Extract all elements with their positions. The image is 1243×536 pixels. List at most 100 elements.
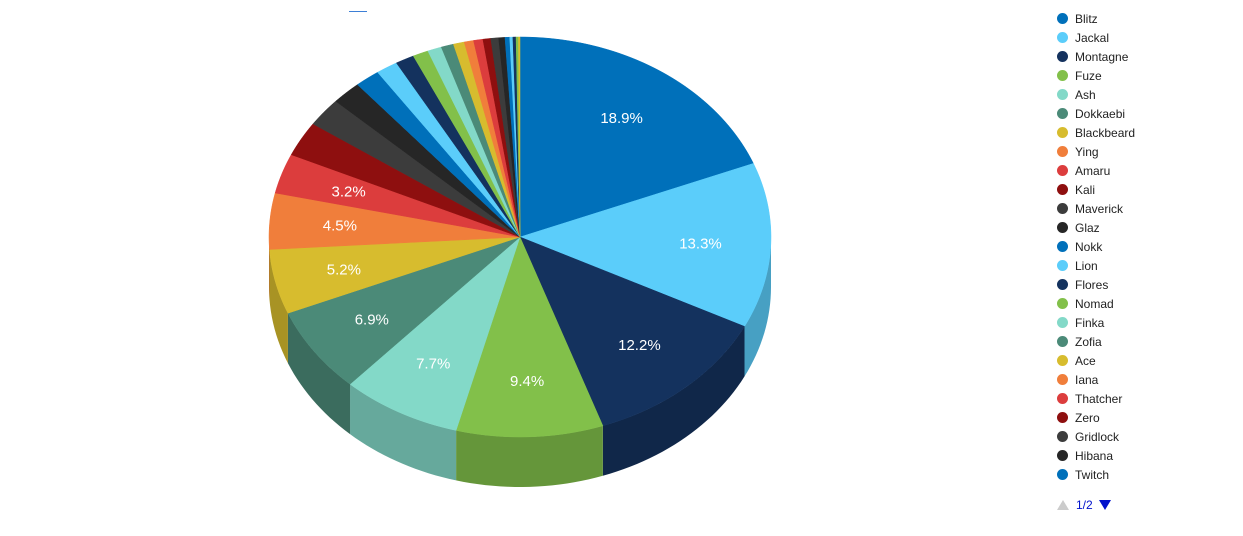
- legend-item[interactable]: Montagne: [1057, 47, 1237, 66]
- legend-item[interactable]: Blitz: [1057, 9, 1237, 28]
- pie-slice[interactable]: [518, 36, 521, 238]
- pie-chart: 18.9% 13.3% 12.2% 9.4% 7.7% 6.9% 5.2% 4.5% 3.2%: [268, 36, 772, 487]
- pie-data-label: 4.5%: [323, 218, 357, 235]
- legend-item[interactable]: Iana: [1057, 370, 1237, 389]
- legend-swatch: [1057, 317, 1068, 328]
- legend-label: Hibana: [1075, 448, 1114, 463]
- pie-slice-side: [602, 326, 745, 476]
- legend-item[interactable]: Hibana: [1057, 446, 1237, 465]
- pie-slice[interactable]: [269, 236, 521, 314]
- legend-item[interactable]: Dokkaebi: [1057, 104, 1237, 123]
- legend-swatch: [1057, 184, 1068, 195]
- legend-label: Ace: [1075, 353, 1096, 368]
- legend-item[interactable]: Nomad: [1057, 294, 1237, 313]
- legend-swatch: [1057, 336, 1068, 347]
- legend-item[interactable]: Blackbeard: [1057, 123, 1237, 142]
- pie-slice[interactable]: [335, 84, 521, 238]
- legend-item[interactable]: Nokk: [1057, 237, 1237, 256]
- pie-data-label: 9.4%: [510, 373, 544, 390]
- legend-item[interactable]: Glaz: [1057, 218, 1237, 237]
- pie-depth-sides: [269, 237, 771, 487]
- legend-swatch: [1057, 355, 1068, 366]
- pie-slices: [268, 36, 772, 438]
- pie-slice[interactable]: [455, 236, 604, 438]
- legend-label: Amaru: [1075, 163, 1111, 178]
- pie-slice-side: [350, 384, 457, 481]
- top-decoration-line: [349, 11, 367, 12]
- legend: Blitz Jackal Montagne Fuze Ash Dokkaebi Blackb…: [1057, 9, 1237, 484]
- pie-slice[interactable]: [519, 36, 754, 238]
- legend-item[interactable]: Twitch: [1057, 465, 1237, 484]
- pie-data-label: 6.9%: [355, 311, 389, 328]
- legend-item[interactable]: Maverick: [1057, 199, 1237, 218]
- legend-label: Zero: [1075, 410, 1100, 425]
- pie-slice-side: [456, 425, 603, 487]
- pie-slice[interactable]: [519, 163, 772, 327]
- legend-swatch: [1057, 32, 1068, 43]
- pie-data-label: 5.2%: [327, 261, 361, 278]
- legend-swatch: [1057, 165, 1068, 176]
- pie-slice[interactable]: [357, 71, 521, 238]
- legend-item[interactable]: Ying: [1057, 142, 1237, 161]
- legend-label: Thatcher: [1075, 391, 1123, 406]
- legend-label: Blitz: [1075, 11, 1098, 26]
- legend-label: Ash: [1075, 87, 1096, 102]
- legend-label: Kali: [1075, 182, 1096, 197]
- legend-page-indicator: 1/2: [1076, 498, 1093, 512]
- legend-label: Lion: [1075, 258, 1098, 273]
- pie-slice[interactable]: [377, 62, 521, 238]
- pie-slice[interactable]: [312, 100, 521, 238]
- legend-swatch: [1057, 412, 1068, 423]
- legend-item[interactable]: Amaru: [1057, 161, 1237, 180]
- pie-slice[interactable]: [290, 123, 521, 238]
- pie-data-label: 18.9%: [600, 110, 643, 127]
- legend-item[interactable]: Jackal: [1057, 28, 1237, 47]
- pie-data-labels: 18.9% 13.3% 12.2% 9.4% 7.7% 6.9% 5.2% 4.5% 3.2%: [323, 110, 722, 390]
- legend-label: Gridlock: [1075, 429, 1120, 444]
- pie-data-label: 3.2%: [331, 183, 365, 200]
- legend-label: Iana: [1075, 372, 1099, 387]
- legend-label: Finka: [1075, 315, 1105, 330]
- legend-label: Jackal: [1075, 30, 1110, 45]
- legend-item[interactable]: Flores: [1057, 275, 1237, 294]
- legend-item[interactable]: Kali: [1057, 180, 1237, 199]
- legend-label: Zofia: [1075, 334, 1102, 349]
- legend-swatch: [1057, 70, 1068, 81]
- legend-swatch: [1057, 108, 1068, 119]
- pie-slice[interactable]: [268, 192, 521, 250]
- pie-slice[interactable]: [519, 236, 745, 427]
- legend-swatch: [1057, 279, 1068, 290]
- pie-slice[interactable]: [287, 236, 521, 385]
- legend-item[interactable]: Ace: [1057, 351, 1237, 370]
- legend-item[interactable]: Lion: [1057, 256, 1237, 275]
- legend-swatch: [1057, 450, 1068, 461]
- legend-swatch: [1057, 374, 1068, 385]
- legend-swatch: [1057, 241, 1068, 252]
- triangle-down-icon[interactable]: [1098, 500, 1111, 510]
- legend-swatch: [1057, 469, 1068, 480]
- legend-label: Nomad: [1075, 296, 1114, 311]
- legend-label: Glaz: [1075, 220, 1100, 235]
- legend-item[interactable]: Fuze: [1057, 66, 1237, 85]
- legend-label: Twitch: [1075, 467, 1110, 482]
- pie-data-label: 7.7%: [416, 355, 450, 372]
- legend-label: Maverick: [1075, 201, 1124, 216]
- legend-item[interactable]: Gridlock: [1057, 427, 1237, 446]
- legend-swatch: [1057, 51, 1068, 62]
- legend-swatch: [1057, 127, 1068, 138]
- pie-slice[interactable]: [274, 154, 521, 238]
- legend-label: Nokk: [1075, 239, 1103, 254]
- legend-swatch: [1057, 298, 1068, 309]
- legend-pager: 1/2: [1057, 498, 1111, 512]
- pie-data-label: 12.2%: [618, 337, 661, 354]
- legend-label: Montagne: [1075, 49, 1129, 64]
- legend-label: Dokkaebi: [1075, 106, 1126, 121]
- legend-item[interactable]: Thatcher: [1057, 389, 1237, 408]
- pie-slice[interactable]: [349, 236, 521, 431]
- legend-swatch: [1057, 203, 1068, 214]
- legend-item[interactable]: Ash: [1057, 85, 1237, 104]
- legend-item[interactable]: Zero: [1057, 408, 1237, 427]
- legend-item[interactable]: Finka: [1057, 313, 1237, 332]
- legend-swatch: [1057, 393, 1068, 404]
- legend-item[interactable]: Zofia: [1057, 332, 1237, 351]
